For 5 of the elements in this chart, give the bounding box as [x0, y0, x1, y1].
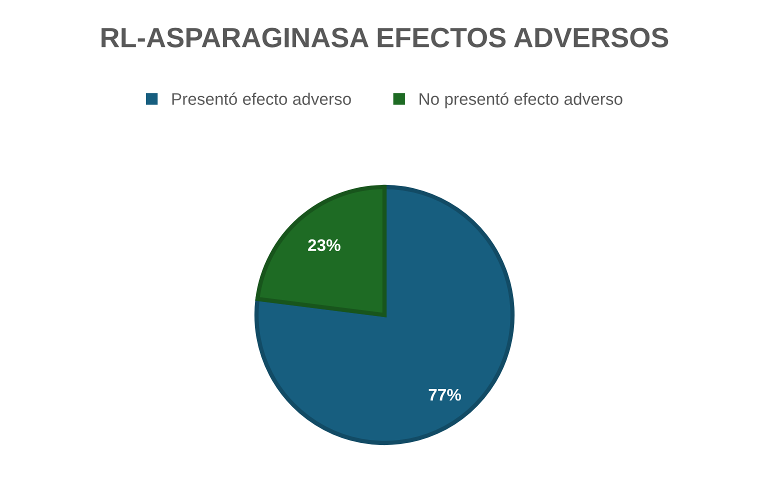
data-label: 77% [428, 388, 462, 401]
legend-label: Presentó efecto adverso [172, 92, 351, 105]
legend-label: No presentó efecto adverso [420, 92, 622, 108]
chart-title: RL-ASPARAGINASA EFECTOS ADVERSOS [102, 28, 668, 48]
data-label: 23% [308, 239, 340, 252]
